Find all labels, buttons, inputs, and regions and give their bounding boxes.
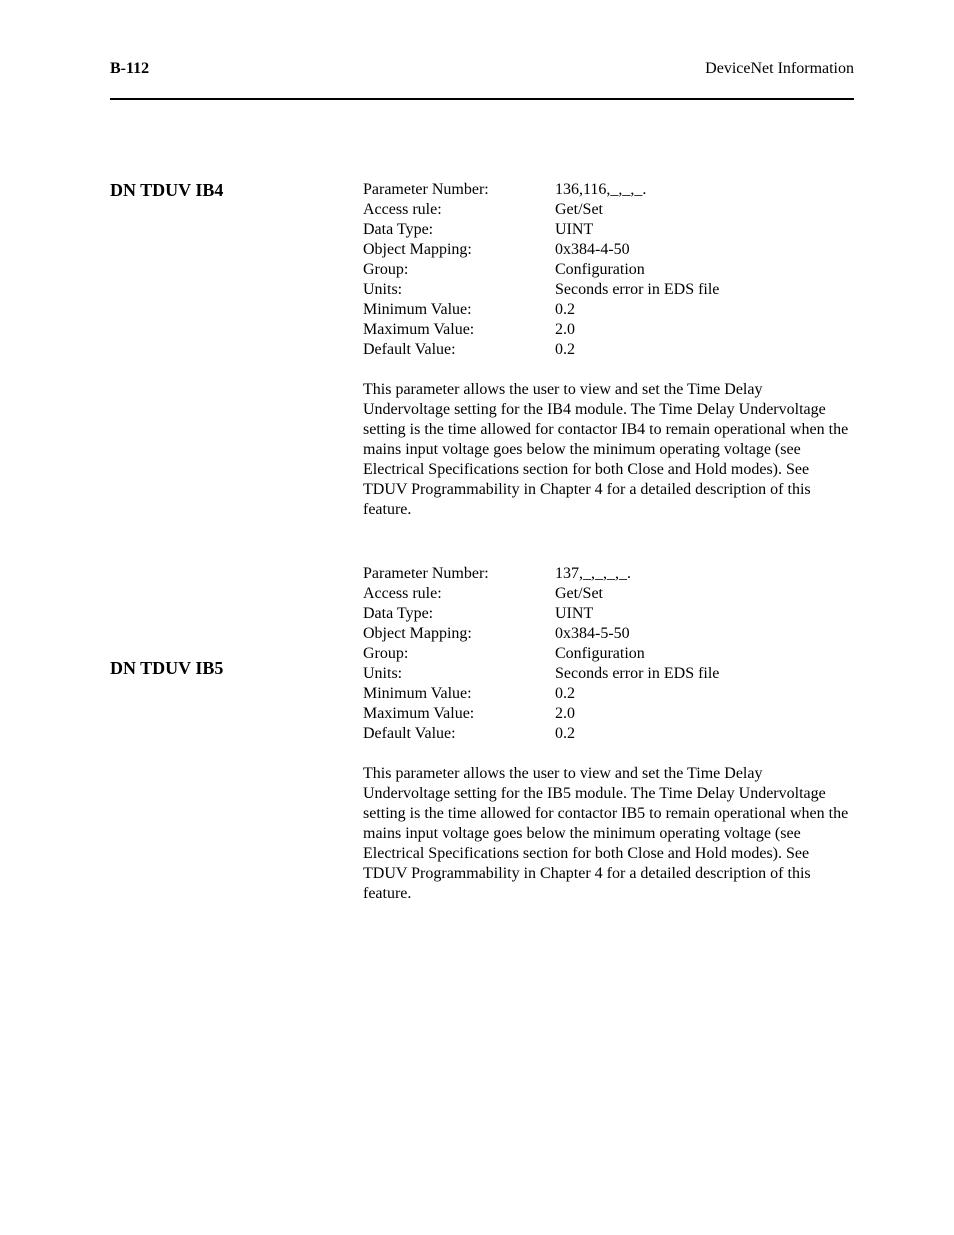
label-object-mapping: Object Mapping: (363, 624, 555, 644)
row-min-value: Minimum Value: 0.2 (363, 684, 853, 704)
row-access-rule: Access rule: Get/Set (363, 200, 853, 220)
row-default-value: Default Value: 0.2 (363, 340, 853, 360)
value-default-value: 0.2 (555, 724, 853, 744)
row-group: Group: Configuration (363, 644, 853, 664)
row-units: Units: Seconds error in EDS file (363, 280, 853, 300)
label-access-rule: Access rule: (363, 200, 555, 220)
page-header: B-112 DeviceNet Information (110, 60, 854, 78)
row-data-type: Data Type: UINT (363, 220, 853, 240)
label-default-value: Default Value: (363, 340, 555, 360)
value-group: Configuration (555, 260, 853, 280)
label-data-type: Data Type: (363, 220, 555, 240)
row-access-rule: Access rule: Get/Set (363, 584, 853, 604)
section1-params: Parameter Number: 136,116,_,_,_. Access … (363, 180, 853, 360)
row-object-mapping: Object Mapping: 0x384-4-50 (363, 240, 853, 260)
value-units: Seconds error in EDS file (555, 280, 853, 300)
value-access-rule: Get/Set (555, 200, 853, 220)
header-rule (110, 98, 854, 100)
label-param-number: Parameter Number: (363, 180, 555, 200)
label-max-value: Maximum Value: (363, 320, 555, 340)
value-param-number: 136,116,_,_,_. (555, 180, 853, 200)
label-object-mapping: Object Mapping: (363, 240, 555, 260)
value-min-value: 0.2 (555, 684, 853, 704)
row-object-mapping: Object Mapping: 0x384-5-50 (363, 624, 853, 644)
value-access-rule: Get/Set (555, 584, 853, 604)
value-max-value: 2.0 (555, 704, 853, 724)
label-units: Units: (363, 664, 555, 684)
row-min-value: Minimum Value: 0.2 (363, 300, 853, 320)
page: B-112 DeviceNet Information DN TDUV IB4 … (0, 0, 954, 1235)
label-data-type: Data Type: (363, 604, 555, 624)
row-default-value: Default Value: 0.2 (363, 724, 853, 744)
row-max-value: Maximum Value: 2.0 (363, 320, 853, 340)
row-data-type: Data Type: UINT (363, 604, 853, 624)
value-param-number: 137,_,_,_,_. (555, 564, 853, 584)
page-header-title: DeviceNet Information (705, 60, 854, 78)
value-data-type: UINT (555, 220, 853, 240)
label-access-rule: Access rule: (363, 584, 555, 604)
value-default-value: 0.2 (555, 340, 853, 360)
section2-heading: DN TDUV IB5 (110, 658, 340, 679)
value-data-type: UINT (555, 604, 853, 624)
label-units: Units: (363, 280, 555, 300)
row-units: Units: Seconds error in EDS file (363, 664, 853, 684)
label-group: Group: (363, 644, 555, 664)
row-group: Group: Configuration (363, 260, 853, 280)
row-max-value: Maximum Value: 2.0 (363, 704, 853, 724)
page-number: B-112 (110, 60, 149, 77)
label-min-value: Minimum Value: (363, 300, 555, 320)
section2-body: This parameter allows the user to view a… (363, 764, 853, 904)
row-param-number: Parameter Number: 137,_,_,_,_. (363, 564, 853, 584)
value-group: Configuration (555, 644, 853, 664)
row-param-number: Parameter Number: 136,116,_,_,_. (363, 180, 853, 200)
label-param-number: Parameter Number: (363, 564, 555, 584)
section1-heading: DN TDUV IB4 (110, 180, 340, 201)
section2-params: Parameter Number: 137,_,_,_,_. Access ru… (363, 564, 853, 744)
value-object-mapping: 0x384-5-50 (555, 624, 853, 644)
value-max-value: 2.0 (555, 320, 853, 340)
value-object-mapping: 0x384-4-50 (555, 240, 853, 260)
label-group: Group: (363, 260, 555, 280)
label-max-value: Maximum Value: (363, 704, 555, 724)
value-units: Seconds error in EDS file (555, 664, 853, 684)
label-min-value: Minimum Value: (363, 684, 555, 704)
content-column: Parameter Number: 136,116,_,_,_. Access … (363, 180, 853, 948)
value-min-value: 0.2 (555, 300, 853, 320)
label-default-value: Default Value: (363, 724, 555, 744)
section1-body: This parameter allows the user to view a… (363, 380, 853, 520)
